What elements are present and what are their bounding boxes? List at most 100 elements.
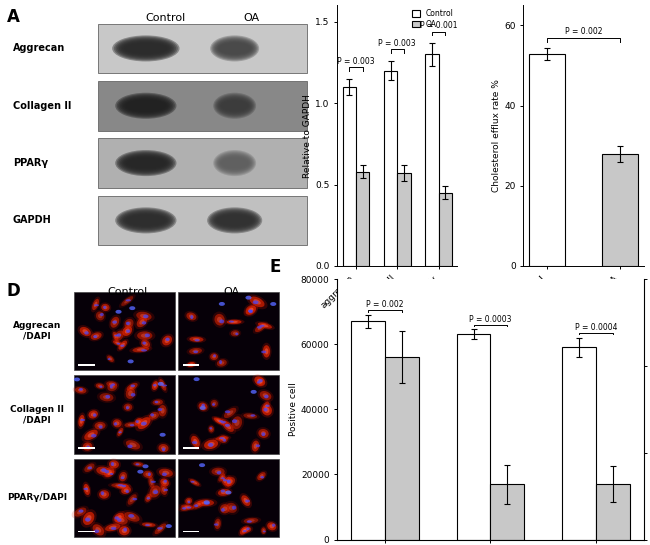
Ellipse shape bbox=[207, 207, 262, 233]
Ellipse shape bbox=[122, 485, 126, 487]
Ellipse shape bbox=[185, 498, 192, 504]
Ellipse shape bbox=[194, 350, 198, 353]
Bar bbox=[178, 292, 279, 370]
Ellipse shape bbox=[162, 487, 166, 492]
Ellipse shape bbox=[159, 379, 166, 391]
Ellipse shape bbox=[111, 462, 116, 467]
Ellipse shape bbox=[85, 487, 88, 492]
Ellipse shape bbox=[246, 305, 256, 315]
Ellipse shape bbox=[104, 380, 119, 388]
Ellipse shape bbox=[94, 334, 99, 338]
Ellipse shape bbox=[85, 518, 90, 522]
Ellipse shape bbox=[112, 511, 126, 524]
Ellipse shape bbox=[96, 527, 101, 532]
Ellipse shape bbox=[213, 435, 231, 441]
Ellipse shape bbox=[142, 523, 155, 527]
Ellipse shape bbox=[133, 310, 155, 322]
Ellipse shape bbox=[210, 35, 259, 62]
Ellipse shape bbox=[218, 489, 230, 496]
Ellipse shape bbox=[210, 353, 218, 360]
Ellipse shape bbox=[216, 96, 253, 116]
Ellipse shape bbox=[153, 399, 163, 405]
Ellipse shape bbox=[240, 493, 252, 508]
Ellipse shape bbox=[80, 419, 85, 421]
Ellipse shape bbox=[164, 480, 167, 483]
Ellipse shape bbox=[93, 414, 96, 417]
Ellipse shape bbox=[133, 347, 149, 352]
Ellipse shape bbox=[85, 445, 90, 449]
Ellipse shape bbox=[141, 469, 155, 479]
Ellipse shape bbox=[242, 529, 246, 532]
Ellipse shape bbox=[99, 386, 103, 388]
Ellipse shape bbox=[159, 477, 170, 488]
Ellipse shape bbox=[124, 404, 132, 411]
Ellipse shape bbox=[214, 417, 224, 425]
Ellipse shape bbox=[127, 445, 133, 448]
Ellipse shape bbox=[263, 408, 268, 411]
Ellipse shape bbox=[244, 528, 249, 531]
Ellipse shape bbox=[201, 404, 205, 409]
Ellipse shape bbox=[145, 494, 151, 502]
Text: Aggrecan: Aggrecan bbox=[12, 44, 65, 53]
Ellipse shape bbox=[78, 389, 84, 392]
Ellipse shape bbox=[158, 382, 164, 386]
Text: OA: OA bbox=[244, 13, 259, 23]
Ellipse shape bbox=[120, 476, 124, 479]
Bar bbox=[98, 23, 307, 73]
Ellipse shape bbox=[141, 334, 149, 338]
Ellipse shape bbox=[88, 331, 104, 341]
Ellipse shape bbox=[96, 383, 104, 389]
Ellipse shape bbox=[88, 410, 98, 419]
Ellipse shape bbox=[123, 98, 169, 113]
Ellipse shape bbox=[103, 306, 106, 309]
Ellipse shape bbox=[233, 332, 237, 335]
Ellipse shape bbox=[257, 378, 264, 386]
Ellipse shape bbox=[239, 525, 254, 534]
Ellipse shape bbox=[117, 151, 175, 175]
Ellipse shape bbox=[84, 463, 94, 472]
Ellipse shape bbox=[84, 484, 90, 495]
Ellipse shape bbox=[124, 422, 137, 427]
Ellipse shape bbox=[124, 512, 140, 522]
Ellipse shape bbox=[185, 361, 197, 368]
Ellipse shape bbox=[231, 330, 239, 336]
Text: Aggrecan
/DAPI: Aggrecan /DAPI bbox=[13, 322, 61, 341]
Ellipse shape bbox=[111, 483, 127, 488]
Ellipse shape bbox=[116, 484, 129, 489]
Ellipse shape bbox=[190, 481, 194, 483]
Text: Collagen II
/DAPI: Collagen II /DAPI bbox=[10, 405, 64, 424]
Bar bbox=[79, 447, 96, 449]
Ellipse shape bbox=[120, 96, 172, 116]
Ellipse shape bbox=[134, 330, 155, 342]
Ellipse shape bbox=[255, 321, 275, 330]
Ellipse shape bbox=[160, 334, 174, 347]
Ellipse shape bbox=[185, 311, 198, 322]
Ellipse shape bbox=[226, 480, 230, 482]
Ellipse shape bbox=[216, 471, 221, 475]
Ellipse shape bbox=[261, 324, 268, 327]
Ellipse shape bbox=[136, 348, 145, 351]
Bar bbox=[397, 173, 411, 266]
Ellipse shape bbox=[232, 419, 237, 423]
Ellipse shape bbox=[226, 503, 237, 513]
Ellipse shape bbox=[213, 517, 222, 531]
Ellipse shape bbox=[252, 374, 267, 388]
Ellipse shape bbox=[221, 437, 226, 441]
Ellipse shape bbox=[91, 434, 97, 438]
Ellipse shape bbox=[240, 526, 248, 535]
Ellipse shape bbox=[261, 528, 266, 534]
Ellipse shape bbox=[194, 377, 200, 381]
Ellipse shape bbox=[217, 317, 222, 323]
Ellipse shape bbox=[102, 522, 124, 533]
Ellipse shape bbox=[122, 529, 127, 533]
Ellipse shape bbox=[247, 520, 252, 523]
Ellipse shape bbox=[204, 440, 218, 449]
Ellipse shape bbox=[106, 354, 115, 364]
Ellipse shape bbox=[224, 319, 244, 325]
Ellipse shape bbox=[159, 482, 168, 497]
Ellipse shape bbox=[118, 432, 122, 433]
Ellipse shape bbox=[114, 334, 117, 338]
Ellipse shape bbox=[94, 310, 106, 322]
Ellipse shape bbox=[209, 352, 220, 361]
Ellipse shape bbox=[258, 429, 268, 438]
